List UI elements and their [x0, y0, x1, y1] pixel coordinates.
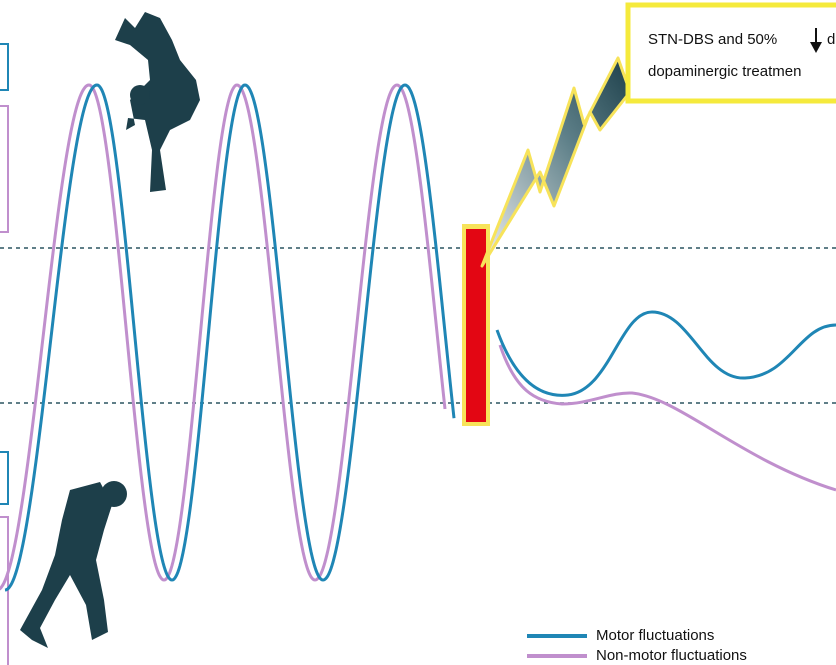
- dbs-bar: [466, 229, 486, 422]
- annotation-text: d: [827, 31, 835, 48]
- annotation-box: [628, 5, 836, 101]
- non-motor-curve: [500, 345, 836, 490]
- lightning: [482, 58, 630, 266]
- legend: Motor fluctuations Non-motor fluctuations: [527, 627, 747, 664]
- diagram: STN-DBS and 50% d dopaminergic treatmen …: [0, 0, 836, 665]
- annotation-text: STN-DBS and 50%: [648, 31, 777, 48]
- bracket: [0, 106, 8, 232]
- legend-label: Motor fluctuations: [596, 627, 714, 644]
- legend-label: Non-motor fluctuations: [596, 647, 747, 664]
- stooped-silhouette: [20, 481, 127, 648]
- bracket: [0, 452, 8, 504]
- bracket: [0, 44, 8, 90]
- motor-curve: [497, 312, 836, 395]
- annotation-text: dopaminergic treatmen: [648, 63, 801, 80]
- dancer-silhouette: [115, 12, 200, 192]
